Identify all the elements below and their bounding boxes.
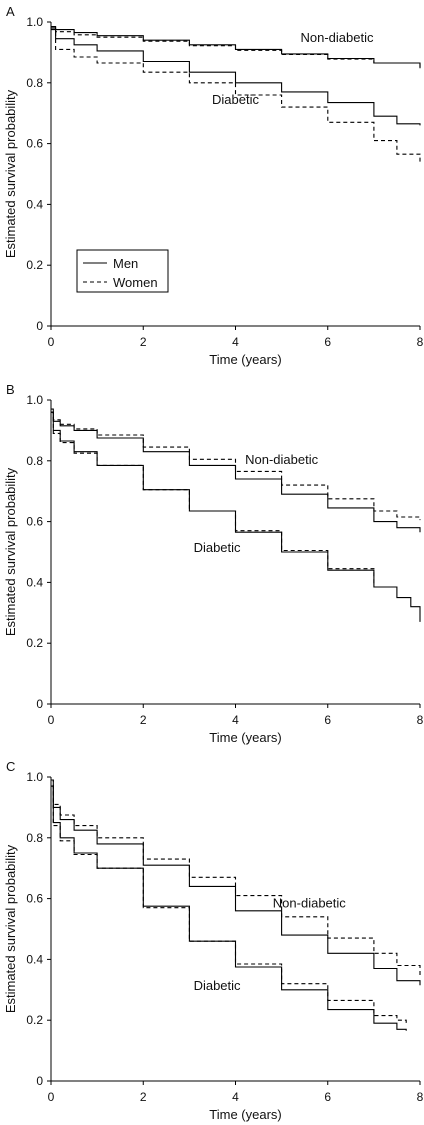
y-tick-label: 0.4	[26, 952, 43, 966]
x-axis-title: Time (years)	[209, 730, 281, 745]
y-tick-label: 0.8	[26, 76, 43, 90]
series-non-diabetic-women	[51, 411, 421, 521]
y-tick-label: 1.0	[26, 393, 43, 407]
y-tick-label: 0.6	[26, 515, 43, 529]
y-axis-title: Estimated survival probability	[3, 89, 18, 258]
y-tick-label: 0.4	[26, 575, 43, 589]
y-tick-label: 0.8	[26, 454, 43, 468]
x-tick-label: 0	[48, 1090, 55, 1104]
panel-letter: C	[6, 759, 15, 774]
x-tick-label: 4	[232, 335, 239, 349]
y-tick-label: 0.8	[26, 831, 43, 845]
y-tick-label: 0.4	[26, 197, 43, 211]
annotation-non-diabetic: Non-diabetic	[245, 452, 318, 467]
y-axis-title: Estimated survival probability	[3, 467, 18, 636]
annotation-diabetic: Diabetic	[212, 92, 259, 107]
y-axis-title: Estimated survival probability	[3, 844, 18, 1013]
x-tick-label: 6	[324, 1090, 331, 1104]
x-tick-label: 0	[48, 335, 55, 349]
chart-panel-b: B 0 0.2 0.4 0.6 0.8 1.0 0 2 4 6 8 Time (years) Estima…	[3, 382, 424, 745]
x-tick-label: 2	[140, 335, 147, 349]
y-tick-label: 0.6	[26, 892, 43, 906]
y-tick-label: 0.2	[26, 636, 43, 650]
legend-label-women: Women	[113, 275, 158, 290]
panel-letter: B	[6, 382, 15, 397]
x-tick-label: 2	[140, 713, 147, 727]
series-non-diabetic-men	[51, 779, 421, 986]
series-non-diabetic-men	[51, 411, 421, 533]
legend-label-men: Men	[113, 256, 138, 271]
x-tick-label: 8	[417, 335, 424, 349]
series-diabetic-women	[51, 785, 407, 1024]
annotation-non-diabetic: Non-diabetic	[273, 896, 346, 911]
panel-letter: A	[6, 4, 15, 19]
series-non-diabetic-women	[51, 26, 421, 67]
series-diabetic-men	[51, 785, 407, 1031]
chart-panel-c: C 0 0.2 0.4 0.6 0.8 1.0 0 2 4 6 8 Time (years) Estima…	[3, 759, 424, 1122]
x-tick-label: 8	[417, 1090, 424, 1104]
annotation-diabetic: Diabetic	[194, 978, 241, 993]
y-tick-label: 0	[36, 319, 43, 333]
annotation-diabetic: Diabetic	[194, 540, 241, 555]
y-tick-label: 0.6	[26, 137, 43, 151]
x-tick-label: 2	[140, 1090, 147, 1104]
series-diabetic-men	[51, 27, 421, 126]
x-tick-label: 6	[324, 713, 331, 727]
y-tick-label: 1.0	[26, 770, 43, 784]
annotation-non-diabetic: Non-diabetic	[300, 30, 373, 45]
x-axis-title: Time (years)	[209, 352, 281, 367]
y-tick-label: 0	[36, 1074, 43, 1088]
y-tick-label: 0.2	[26, 1013, 43, 1027]
chart-panel-a: A 0 0.2 0.4 0.6 0.8 1.0 0 2 4 6 8 Time (years) Estima…	[3, 4, 424, 367]
x-tick-label: 6	[324, 335, 331, 349]
x-tick-label: 4	[232, 1090, 239, 1104]
y-tick-label: 0.2	[26, 258, 43, 272]
legend: Men Women	[76, 249, 169, 293]
x-tick-label: 8	[417, 713, 424, 727]
x-tick-label: 4	[232, 713, 239, 727]
x-axis-title: Time (years)	[209, 1107, 281, 1122]
y-tick-label: 1.0	[26, 15, 43, 29]
x-tick-label: 0	[48, 713, 55, 727]
series-diabetic-women	[51, 29, 421, 162]
legend-box	[76, 249, 169, 293]
series-non-diabetic-women	[51, 779, 421, 977]
series-diabetic-women	[51, 411, 375, 586]
y-tick-label: 0	[36, 697, 43, 711]
